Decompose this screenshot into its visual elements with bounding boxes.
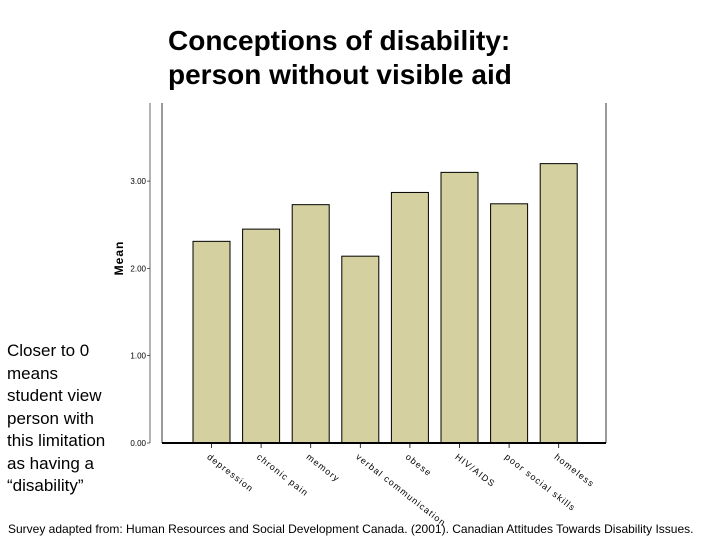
bar: [440, 171, 479, 444]
y-tick-label: 3.00: [130, 177, 146, 186]
chart-title-line-1: Conceptions of disability:: [168, 25, 511, 56]
y-tick-label: 2.00: [130, 264, 146, 273]
bar: [539, 163, 578, 444]
side-note: Closer to 0 means student view person wi…: [7, 341, 106, 495]
y-tick-label: 0.00: [130, 439, 146, 448]
chart-title: Conceptions of disability: person withou…: [168, 24, 588, 92]
bar: [291, 204, 330, 444]
x-category-label: homeless: [552, 452, 596, 490]
x-category-label: memory: [304, 452, 341, 484]
source-footer: Survey adapted from: Human Resources and…: [8, 522, 694, 536]
bar: [390, 191, 429, 444]
x-category-label: depression: [205, 452, 255, 494]
x-category-label: chronic pain: [255, 452, 311, 499]
bar: [242, 228, 281, 444]
chart-title-line-2: person without visible aid: [168, 59, 512, 90]
x-category-label: HIV/AIDS: [453, 452, 497, 489]
bar: [490, 203, 529, 444]
x-category-label: verbal communication: [354, 452, 448, 529]
bar: [341, 255, 380, 444]
x-category-label: obese: [404, 452, 434, 479]
bar: [192, 240, 231, 444]
y-tick-label: 1.00: [130, 352, 146, 361]
y-axis-title: Mean: [112, 241, 126, 276]
